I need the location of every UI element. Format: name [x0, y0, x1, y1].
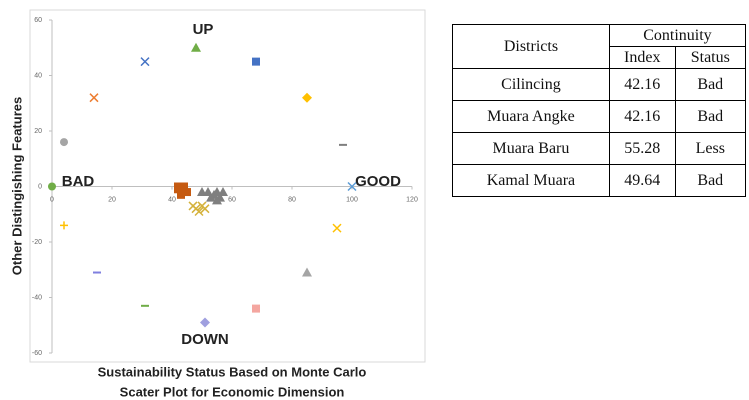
point [174, 182, 182, 191]
table-cell: Bad [674, 68, 747, 101]
table-cell: 49.64 [608, 164, 676, 197]
y-tick-label: 60 [34, 17, 42, 24]
y-tick-label: -60 [32, 350, 42, 357]
y-tick-label: 0 [38, 183, 42, 190]
point [252, 304, 260, 313]
point [252, 57, 260, 66]
x-tick-label: 0 [50, 196, 54, 203]
chart-border [29, 9, 426, 363]
annotation: DOWN [181, 331, 229, 348]
point [200, 317, 210, 328]
y-tick-label: 40 [34, 72, 42, 79]
point [183, 188, 191, 197]
header-cell: Status [674, 46, 747, 69]
table-cell: Muara Angke [452, 100, 610, 133]
table-cell: Bad [674, 100, 747, 133]
chart: Other Distingishing Features Sustainabil… [9, 9, 426, 399]
x-tick-label: 100 [346, 196, 358, 203]
header-cell: Continuity [608, 24, 747, 47]
point [60, 138, 68, 147]
table-cell: Less [674, 132, 747, 165]
y-axis-label: Other Distingishing Features [9, 97, 24, 275]
point [60, 221, 68, 230]
x-tick-label: 60 [228, 196, 236, 203]
x-axis-label: Scater Plot for Economic Dimension [120, 384, 345, 399]
annotation: UP [193, 21, 214, 38]
district-table: Districts Continuity Index Status Cilinc… [452, 24, 747, 197]
x-tick-label: 20 [108, 196, 116, 203]
point [188, 201, 198, 211]
table-cell: 42.16 [608, 68, 676, 101]
table-cell: Muara Baru [452, 132, 610, 165]
table-row: Muara Angke 42.16 Bad [452, 100, 747, 133]
y-tick-label: -20 [32, 239, 42, 246]
x-tick-label: 120 [406, 196, 418, 203]
table-cell: Cilincing [452, 68, 610, 101]
point [302, 267, 312, 277]
x-tick-label: 40 [168, 196, 176, 203]
table-row: Kamal Muara 49.64 Bad [452, 164, 747, 197]
point [140, 57, 150, 67]
table-cell: Bad [674, 164, 747, 197]
point [218, 187, 228, 197]
point [206, 192, 216, 202]
point [177, 190, 185, 199]
point [191, 42, 201, 52]
y-tick-label: 20 [34, 128, 42, 135]
table-cell: 42.16 [608, 100, 676, 133]
table-cell: 55.28 [608, 132, 676, 165]
y-tick-label: -40 [32, 294, 42, 301]
point [48, 182, 56, 191]
point [347, 181, 357, 192]
annotation: GOOD [355, 173, 401, 190]
point [200, 204, 210, 214]
point [89, 93, 99, 103]
table-row: Muara Baru 55.28 Less [452, 132, 747, 165]
header-cell: Index [608, 46, 676, 69]
x-tick-label: 80 [288, 196, 296, 203]
header-cell: Districts [452, 24, 610, 69]
annotation: BAD [62, 173, 95, 190]
point [302, 92, 312, 103]
table-row: Cilincing 42.16 Bad [452, 68, 747, 101]
x-axis-label: Sustainability Status Based on Monte Car… [98, 364, 367, 379]
point [332, 223, 342, 233]
table-cell: Kamal Muara [452, 164, 610, 197]
point [212, 195, 222, 205]
